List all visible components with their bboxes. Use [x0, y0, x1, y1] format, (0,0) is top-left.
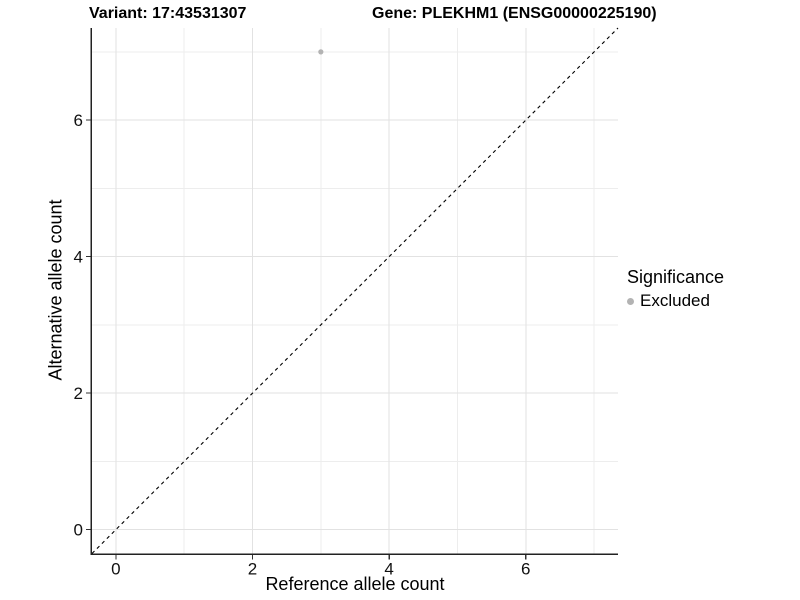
legend-item-label: Excluded [640, 291, 710, 310]
excluded-point-icon [627, 297, 634, 305]
y-tick-label: 4 [74, 248, 83, 267]
y-tick-label: 2 [74, 384, 83, 403]
y-tick-label: 6 [74, 111, 83, 130]
plot-title-gene: Gene: PLEKHM1 (ENSG00000225190) [372, 5, 657, 22]
y-tick-label: 0 [74, 521, 83, 540]
plot-title-variant: Variant: 17:43531307 [89, 5, 247, 22]
x-tick-label: 4 [384, 560, 393, 579]
identity-reference-line [91, 27, 619, 554]
x-tick-label: 2 [248, 560, 257, 579]
legend-title: Significance [627, 267, 725, 287]
data-point [318, 49, 324, 55]
legend-item-excluded: Excluded [627, 291, 724, 311]
legend: Significance Excluded [627, 267, 724, 311]
y-axis-title: Alternative allele count [45, 199, 66, 381]
x-tick-label: 6 [521, 560, 530, 579]
x-axis-title: Reference allele count [265, 574, 445, 594]
x-tick-label: 0 [111, 560, 120, 579]
